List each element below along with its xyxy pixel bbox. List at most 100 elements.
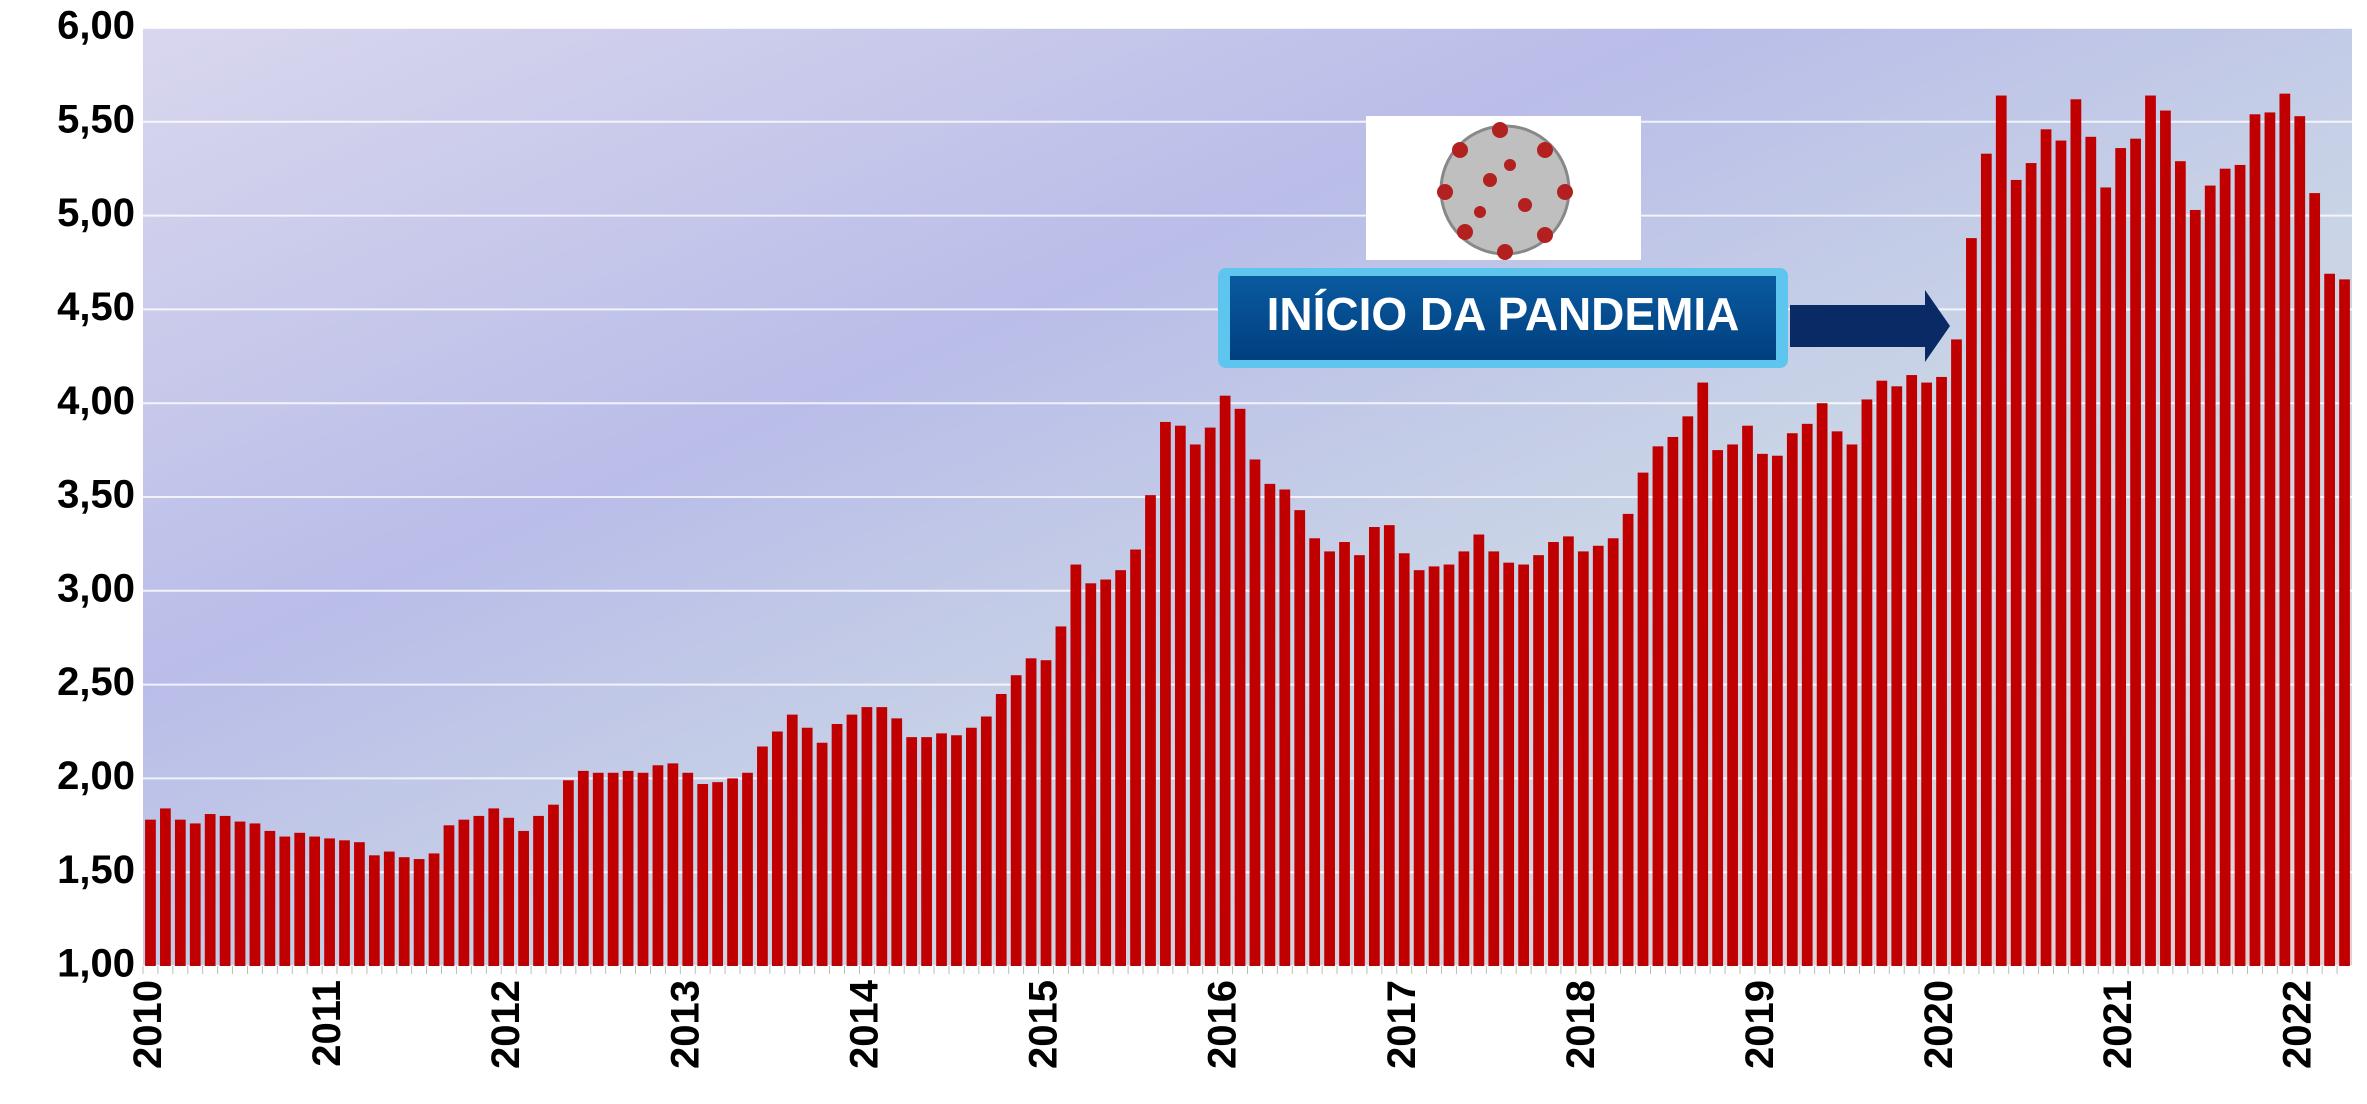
y-tick-label: 5,50 [57, 97, 135, 141]
bar [1309, 538, 1321, 966]
bar [1876, 380, 1888, 966]
bar [2025, 163, 2037, 966]
bar [1354, 555, 1365, 966]
bar [1652, 446, 1664, 966]
bar [2339, 279, 2350, 966]
y-tick-label: 5,00 [57, 191, 135, 235]
bar [2324, 273, 2335, 967]
x-tick-label: 2016 [1201, 980, 1245, 1069]
bar [219, 815, 231, 966]
bar [234, 821, 246, 966]
bar [204, 814, 216, 966]
x-tick-label: 2017 [1380, 980, 1424, 1069]
bar [2070, 99, 2082, 966]
bar [966, 727, 977, 966]
bar [2130, 138, 2141, 966]
bar [398, 857, 410, 966]
bar [2055, 140, 2067, 966]
bar [518, 830, 529, 966]
annotation-text: INÍCIO DA PANDEMIA [1267, 288, 1740, 340]
bar [1742, 425, 1753, 966]
bar [1622, 513, 1634, 966]
bar [1458, 551, 1470, 966]
bar [294, 832, 306, 966]
bar [1339, 542, 1350, 966]
bar [1040, 660, 1052, 966]
y-tick-label: 3,50 [57, 473, 135, 517]
bar [1204, 427, 1216, 966]
bar [1921, 382, 1932, 967]
y-tick-label: 4,50 [57, 285, 135, 329]
bar [951, 735, 962, 966]
bar [2040, 129, 2052, 966]
bar [1085, 583, 1097, 966]
bar [563, 780, 574, 966]
bar [2160, 110, 2171, 966]
bar [980, 716, 992, 966]
bar [622, 770, 634, 966]
bar [2085, 136, 2097, 967]
annotation: INÍCIO DA PANDEMIA [1218, 268, 1950, 368]
bar [383, 851, 395, 966]
bar [1160, 421, 1171, 967]
bar [174, 819, 186, 966]
bar [1443, 564, 1455, 966]
bar [1667, 436, 1679, 966]
bar [2115, 148, 2127, 967]
bar [1816, 403, 1828, 966]
bar [891, 718, 903, 966]
bar [1891, 386, 1903, 966]
bar [2100, 187, 2112, 966]
bar [1906, 375, 1918, 966]
y-tick-label: 2,00 [57, 754, 135, 798]
bar [697, 784, 709, 966]
bar [160, 808, 171, 966]
x-tick-label: 2011 [305, 980, 349, 1067]
bar [727, 778, 738, 966]
bar [757, 746, 768, 966]
bar [1219, 395, 1231, 966]
bar [1682, 416, 1694, 966]
bar [771, 731, 783, 966]
bar [1324, 551, 1335, 966]
bar [652, 765, 664, 966]
bar [1488, 551, 1500, 966]
bar [2145, 95, 2156, 966]
bar [279, 836, 291, 966]
bar [2279, 93, 2291, 966]
bar [682, 772, 694, 966]
bar [2264, 112, 2276, 967]
bar [2309, 193, 2321, 966]
y-tick-label: 3,00 [57, 566, 135, 610]
bar [354, 842, 365, 966]
bar [1264, 483, 1276, 966]
bar [368, 855, 380, 966]
bar [1637, 472, 1649, 966]
bar [1398, 553, 1410, 966]
bar [1846, 444, 1858, 966]
bar [1368, 527, 1380, 966]
bar [2010, 179, 2022, 966]
bar [2219, 168, 2231, 966]
bar [786, 714, 798, 966]
bar [2174, 161, 2186, 967]
x-tick-label: 2014 [842, 979, 886, 1069]
bar [1607, 538, 1619, 966]
bar [1771, 455, 1783, 966]
bar [145, 819, 156, 966]
bar [607, 772, 619, 966]
y-tick-label: 1,00 [57, 942, 135, 986]
bar [742, 772, 753, 966]
bar [428, 853, 440, 966]
bar [1503, 562, 1515, 966]
x-tick-label: 2013 [663, 980, 707, 1069]
bar [1577, 551, 1589, 966]
bar [801, 727, 813, 966]
bar [443, 825, 455, 966]
bar [1712, 450, 1724, 967]
bar [1548, 542, 1559, 966]
bar [1010, 675, 1022, 966]
bar [876, 707, 888, 966]
bar [503, 817, 515, 966]
y-tick-label: 1,50 [57, 848, 135, 892]
